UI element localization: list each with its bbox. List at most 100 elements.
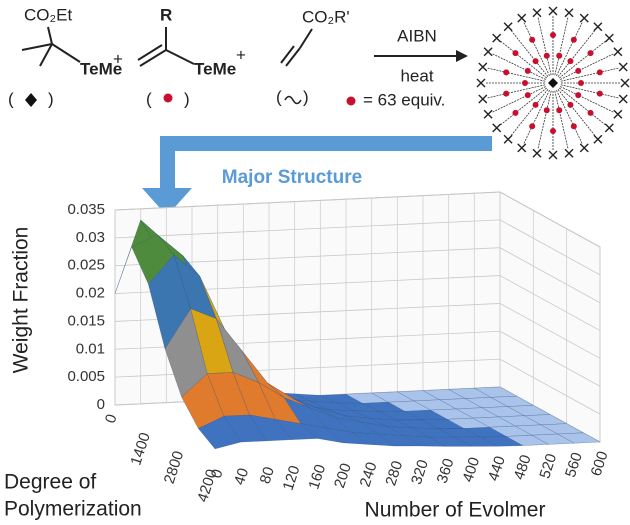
- dendrimer-arm: [560, 67, 620, 82]
- x-tick-label: 440: [485, 454, 509, 483]
- x-tick-label: 560: [562, 450, 586, 479]
- dendrimer-end: [517, 13, 527, 23]
- dendrimer-arm: [554, 16, 569, 76]
- dendrimer-unit: [512, 109, 519, 116]
- x-tick-label: 240: [357, 460, 381, 489]
- dendrimer-unit: [587, 50, 594, 57]
- dendrimer-unit: [578, 80, 584, 86]
- z-tick-label: 0.005: [67, 368, 105, 385]
- y-tick-label: 1400: [127, 431, 153, 468]
- dendrimer-end: [604, 123, 614, 133]
- dendrimer-end: [613, 47, 623, 57]
- dendrimer-arm: [560, 86, 615, 113]
- reaction-arrowhead: [456, 50, 468, 62]
- dendrimer-arm: [499, 40, 547, 79]
- dendrimer-arm: [510, 89, 549, 137]
- z-tick-label: 0.02: [76, 285, 105, 302]
- dendrimer-arm: [559, 87, 607, 126]
- paren: ): [184, 89, 190, 108]
- x-tick-label: 400: [459, 455, 483, 484]
- dendrimer-end: [593, 22, 603, 32]
- conditions-top: AIBN: [397, 26, 437, 45]
- dendrimer-end: [564, 8, 574, 18]
- reagent1-bonds: [21, 26, 81, 67]
- paren: ): [303, 87, 309, 106]
- plus: +: [113, 49, 123, 68]
- paren: (: [276, 87, 282, 106]
- x-tick-label: 40: [231, 466, 252, 487]
- y-tick-label: 2800: [161, 449, 187, 486]
- x-tick-label: 160: [305, 462, 329, 491]
- dendrimer-core: [548, 78, 558, 88]
- dendrimer-end: [492, 33, 502, 43]
- y-axis-label: Polymerization: [4, 498, 142, 521]
- dendrimer-arm: [491, 53, 546, 80]
- conditions-bottom: heat: [400, 66, 433, 85]
- dendrimer-end: [564, 148, 574, 158]
- reagent1-te: TeMe: [80, 59, 122, 78]
- dendrimer-end: [579, 143, 589, 153]
- red-dot-symbol: [346, 96, 356, 106]
- dendrimer-end: [503, 22, 513, 32]
- dendrimer-arm: [523, 21, 550, 76]
- dendrimer-arm: [557, 29, 596, 77]
- dendrimer-end: [503, 134, 513, 144]
- wave-symbol: [284, 95, 302, 105]
- dendrimer-unit: [570, 123, 577, 130]
- major-structure-arrow: [142, 136, 492, 216]
- z-tick-label: 0.01: [76, 340, 105, 357]
- dendrimer-end: [492, 123, 502, 133]
- y-tick-label: 0: [102, 412, 121, 425]
- dendrimer-end: [478, 62, 488, 72]
- x-axis-label: Number of Evolmer: [365, 499, 546, 522]
- dendrimer-unit: [567, 101, 574, 108]
- surface-plot: 0 0.005 0.01 0.015 0.02 0.025 0.03 0.035 0 40 80 12…: [4, 191, 612, 522]
- x-tick-label: 80: [257, 465, 278, 486]
- paren: ): [48, 89, 54, 108]
- dendrimer-unit: [550, 32, 556, 38]
- dendrimer-unit: [524, 92, 531, 99]
- dendrimer-end: [593, 134, 603, 144]
- dendrimer-arm: [491, 86, 546, 113]
- dendrimer-arm: [486, 84, 546, 99]
- dendrimer-end: [548, 6, 558, 16]
- dendrimer-arm: [560, 84, 620, 99]
- z-tick-label: 0.03: [76, 229, 105, 246]
- dendrimer-unit: [503, 90, 510, 97]
- dendrimer-unit: [567, 58, 574, 65]
- surface-patch: [556, 432, 601, 444]
- plus: +: [236, 45, 246, 64]
- z-axis-label: Weight Fraction: [10, 227, 33, 374]
- dendrimer-unit: [596, 90, 603, 97]
- z-tick-label: 0.025: [67, 257, 105, 274]
- dendrimer-arm: [537, 16, 552, 76]
- paren: (: [146, 89, 152, 108]
- dendrimer-unit: [556, 107, 563, 114]
- x-tick-label: 320: [408, 458, 432, 487]
- dendrimer-unit: [575, 67, 582, 74]
- dendrimer-unit: [556, 52, 563, 59]
- z-tick-label: 0: [97, 396, 105, 413]
- dendrimer-unit: [503, 69, 510, 76]
- x-tick-label: 480: [511, 453, 535, 482]
- dendrimer-arm: [556, 21, 583, 76]
- dendrimer-arm: [537, 90, 552, 150]
- dendrimer-unit: [543, 52, 550, 59]
- reagent2-te: TeMe: [194, 59, 236, 78]
- dendrimer-unit: [570, 36, 577, 43]
- dendrimer-arm: [486, 67, 546, 82]
- dendrimer-unit: [596, 69, 603, 76]
- z-tick-label: 0.035: [67, 201, 105, 218]
- reagent2-group: R: [160, 5, 172, 24]
- dendrimer-arm: [523, 90, 550, 145]
- dendrimer-end: [620, 78, 630, 88]
- equiv-note: = 63 equiv.: [363, 90, 445, 109]
- x-tick-label: 360: [434, 456, 458, 485]
- dendrimer-arm: [559, 40, 607, 79]
- x-tick-label: 200: [331, 461, 355, 490]
- dendrimer-arm: [499, 87, 547, 126]
- dendrimer-arm: [510, 29, 549, 77]
- dendrimer-unit: [532, 101, 539, 108]
- dendrimer-unit: [522, 80, 528, 86]
